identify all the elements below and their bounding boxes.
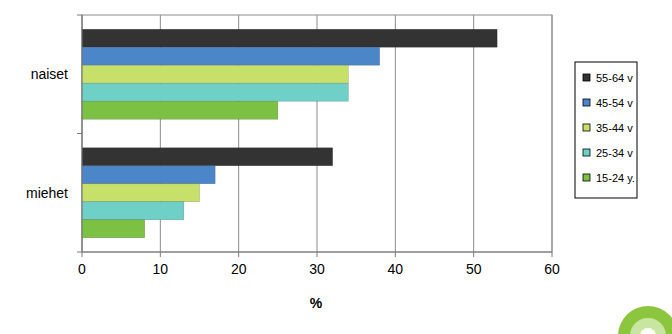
logo-shape: [630, 318, 666, 334]
legend-box: [575, 62, 637, 198]
bar: [82, 47, 380, 65]
legend-label: 15-24 y.: [596, 172, 635, 184]
legend-label: 45-54 v: [596, 97, 633, 109]
bar: [82, 29, 497, 47]
category-tick: [77, 133, 82, 134]
grid-line: [473, 15, 474, 252]
legend-swatch: [583, 124, 590, 131]
legend-label: 55-64 v: [596, 72, 633, 84]
chart-container: naiset miehet 0 10 20 30 40 50 60% 55-64 v 45-54 v…: [0, 0, 672, 334]
x-tick: [552, 252, 553, 257]
category-label: miehet: [26, 185, 68, 201]
x-tick-label: 10: [153, 261, 169, 277]
x-tick-label: 0: [78, 261, 86, 277]
plot-frame: [82, 15, 552, 252]
grid-line: [395, 15, 396, 252]
bar: [82, 184, 200, 202]
x-tick: [160, 252, 161, 257]
bars: [82, 29, 497, 238]
x-tick-label: 40: [388, 261, 404, 277]
x-tick: [238, 252, 239, 257]
legend-swatch: [583, 99, 590, 106]
chart-svg: naiset miehet 0 10 20 30 40 50 60% 55-64 v 45-54 v…: [0, 0, 672, 334]
bar: [82, 101, 278, 119]
logo-shape: [640, 328, 656, 334]
x-tick-label: 20: [231, 261, 247, 277]
category-tick: [77, 15, 82, 16]
bar: [82, 148, 333, 166]
bar: [82, 220, 145, 238]
bar: [82, 202, 184, 220]
x-tick-label: 30: [309, 261, 325, 277]
category-tick: [77, 252, 82, 253]
legend-swatch: [583, 174, 590, 181]
x-axis-label: %: [310, 295, 323, 311]
legend-label: 35-44 v: [596, 122, 633, 134]
x-tick-label: 50: [466, 261, 482, 277]
legend-label: 25-34 v: [596, 147, 633, 159]
bar: [82, 83, 348, 101]
legend-swatch: [583, 74, 590, 81]
x-tick: [82, 252, 83, 257]
x-tick-label: 60: [544, 261, 560, 277]
category-label: naiset: [31, 66, 68, 82]
bar: [82, 65, 348, 83]
legend-swatch: [583, 149, 590, 156]
logo-shape: [618, 306, 672, 334]
x-tick: [317, 252, 318, 257]
x-tick: [395, 252, 396, 257]
x-tick: [473, 252, 474, 257]
logo: [618, 306, 672, 334]
bar: [82, 166, 215, 184]
